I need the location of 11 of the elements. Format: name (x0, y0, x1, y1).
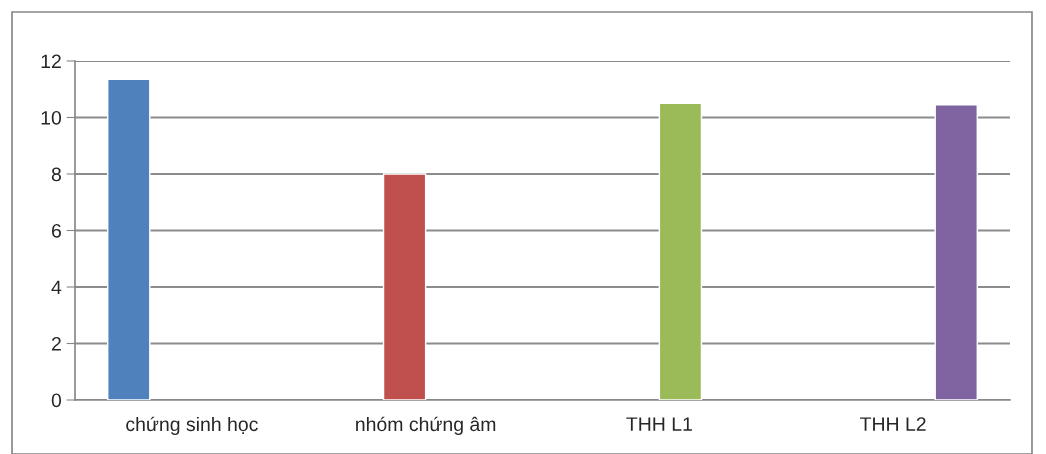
y-tick-label: 8 (51, 167, 61, 182)
y-tick-label: 10 (41, 110, 62, 125)
x-tick-label: THH L2 (860, 417, 926, 431)
x-tick-label: nhóm chứng âm (356, 416, 496, 436)
x-tick-label: THH L1 (626, 417, 692, 431)
y-tick-label: 12 (41, 54, 61, 69)
y-tick-label: 0 (51, 393, 62, 408)
y-tick-label: 4 (51, 280, 62, 295)
y-tick-label: 6 (51, 223, 61, 238)
y-tick-label: 2 (51, 336, 61, 351)
x-tick-label: chứng sinh học (126, 416, 258, 436)
